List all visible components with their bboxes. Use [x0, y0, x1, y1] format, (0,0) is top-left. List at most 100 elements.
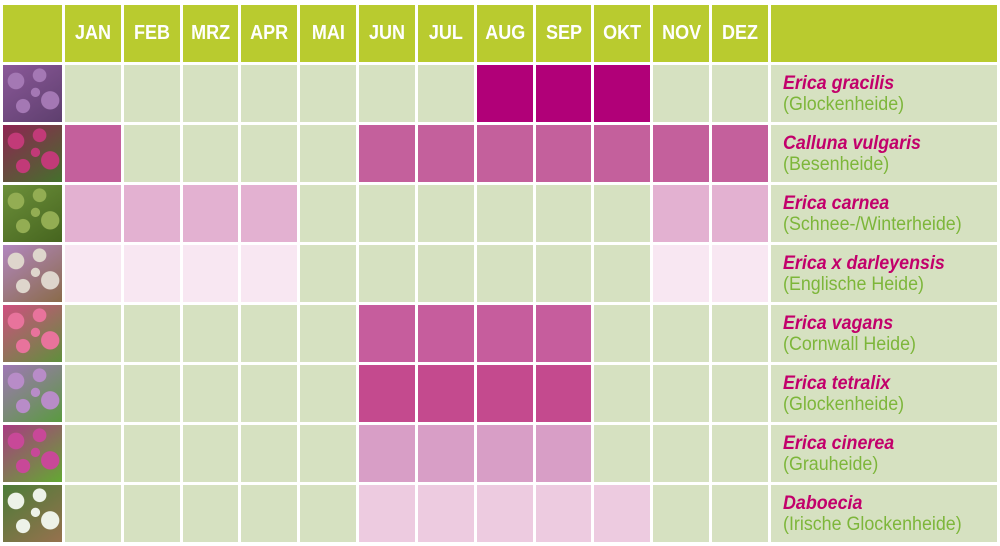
- species-name: Erica cinerea: [782, 432, 895, 454]
- bloom-cell-erica-x-darleyensis-feb: [123, 245, 180, 302]
- bloom-cell-calluna-vulgaris-aug: [476, 125, 533, 182]
- bloom-cell-erica-tetralix-mai: [300, 365, 357, 422]
- bloom-cell-erica-vagans-sep: [535, 305, 592, 362]
- photo-erica-carnea-green-foliage-photo: [3, 185, 62, 242]
- bloom-cell-erica-gracilis-jul: [417, 65, 474, 122]
- bloom-cell-erica-x-darleyensis-jan: [65, 245, 121, 302]
- common-name: (Schnee-/Winterheide): [782, 213, 962, 235]
- bloom-cell-calluna-vulgaris-sep: [535, 125, 592, 182]
- bloom-cell-erica-cinerea-mrz: [182, 425, 239, 482]
- common-name: (Cornwall Heide): [782, 333, 916, 355]
- month-header-jul: JUL: [417, 5, 474, 62]
- photo-erica-gracilis-purple-heather-spikes-photo: [3, 65, 62, 122]
- bloom-cell-erica-vagans-jan: [65, 305, 121, 362]
- bloom-cell-daboecia-okt: [594, 485, 651, 542]
- bloom-cell-erica-carnea-mai: [300, 185, 357, 242]
- bloom-cell-erica-cinerea-okt: [594, 425, 651, 482]
- bloom-cell-daboecia-dez: [712, 485, 768, 542]
- bloom-cell-erica-tetralix-jun: [359, 365, 415, 422]
- month-header-label: SEP: [545, 22, 582, 44]
- bloom-cell-calluna-vulgaris-jul: [417, 125, 474, 182]
- photo-erica-x-darleyensis-white-purple-heather-photo: [3, 245, 62, 302]
- bloom-cell-daboecia-jul: [417, 485, 474, 542]
- month-header-apr: APR: [241, 5, 298, 62]
- species-name: Erica gracilis: [782, 72, 895, 94]
- bloom-cell-erica-gracilis-dez: [712, 65, 768, 122]
- bloom-cell-erica-vagans-mai: [300, 305, 357, 362]
- month-header-label: MRZ: [191, 22, 231, 44]
- month-header-label: APR: [250, 22, 289, 44]
- common-name: (Englische Heide): [782, 273, 924, 295]
- bloom-cell-calluna-vulgaris-feb: [123, 125, 180, 182]
- bloom-cell-erica-x-darleyensis-okt: [594, 245, 651, 302]
- bloom-cell-erica-tetralix-nov: [653, 365, 710, 422]
- month-header-label: JUN: [369, 22, 406, 44]
- bloom-cell-erica-vagans-nov: [653, 305, 710, 362]
- species-label-erica-cinerea: Erica cinerea (Grauheide): [770, 425, 997, 482]
- month-header-dez: DEZ: [712, 5, 768, 62]
- bloom-cell-daboecia-apr: [241, 485, 298, 542]
- bloom-cell-daboecia-jun: [359, 485, 415, 542]
- species-name: Calluna vulgaris: [782, 132, 921, 154]
- bloom-cell-erica-gracilis-nov: [653, 65, 710, 122]
- species-label-erica-gracilis: Erica gracilis (Glockenheide): [770, 65, 997, 122]
- bloom-cell-erica-gracilis-feb: [123, 65, 180, 122]
- header-species-cell: [770, 5, 997, 62]
- month-header-label: JUL: [428, 22, 463, 44]
- bloom-cell-erica-tetralix-okt: [594, 365, 651, 422]
- species-label-erica-carnea: Erica carnea (Schnee-/Winterheide): [770, 185, 997, 242]
- species-label-erica-tetralix: Erica tetralix (Glockenheide): [770, 365, 997, 422]
- species-label-erica-vagans: Erica vagans (Cornwall Heide): [770, 305, 997, 362]
- bloom-cell-erica-gracilis-apr: [241, 65, 298, 122]
- bloom-cell-calluna-vulgaris-jun: [359, 125, 415, 182]
- bloom-cell-daboecia-aug: [476, 485, 533, 542]
- month-header-label: NOV: [661, 22, 701, 44]
- photo-calluna-vulgaris-magenta-heather-photo: [3, 125, 62, 182]
- bloom-cell-erica-cinerea-aug: [476, 425, 533, 482]
- bloom-cell-erica-tetralix-feb: [123, 365, 180, 422]
- bloom-cell-erica-vagans-okt: [594, 305, 651, 362]
- bloom-cell-erica-carnea-jul: [417, 185, 474, 242]
- bloom-cell-erica-gracilis-sep: [535, 65, 592, 122]
- species-name: Daboecia: [782, 492, 863, 514]
- bloom-cell-erica-tetralix-sep: [535, 365, 592, 422]
- month-header-feb: FEB: [123, 5, 180, 62]
- bloom-cell-calluna-vulgaris-jan: [65, 125, 121, 182]
- month-header-jan: JAN: [65, 5, 121, 62]
- bloom-cell-erica-cinerea-apr: [241, 425, 298, 482]
- bloom-cell-erica-vagans-jul: [417, 305, 474, 362]
- bloom-cell-erica-tetralix-apr: [241, 365, 298, 422]
- bloom-cell-erica-carnea-dez: [712, 185, 768, 242]
- bloom-cell-calluna-vulgaris-mrz: [182, 125, 239, 182]
- common-name: (Glockenheide): [782, 393, 905, 415]
- bloom-cell-calluna-vulgaris-apr: [241, 125, 298, 182]
- species-label-daboecia: Daboecia (Irische Glockenheide): [770, 485, 997, 542]
- bloom-cell-daboecia-nov: [653, 485, 710, 542]
- bloom-cell-erica-cinerea-mai: [300, 425, 357, 482]
- common-name: (Irische Glockenheide): [782, 513, 962, 535]
- bloom-cell-erica-vagans-mrz: [182, 305, 239, 362]
- header-corner-cell: [3, 5, 62, 62]
- bloom-cell-erica-gracilis-okt: [594, 65, 651, 122]
- bloom-cell-erica-x-darleyensis-nov: [653, 245, 710, 302]
- month-header-mai: MAI: [300, 5, 357, 62]
- species-label-erica-x-darleyensis: Erica x darleyensis (Englische Heide): [770, 245, 997, 302]
- bloom-cell-calluna-vulgaris-dez: [712, 125, 768, 182]
- month-header-label: FEB: [133, 22, 170, 44]
- common-name: (Glockenheide): [782, 93, 905, 115]
- bloom-cell-erica-x-darleyensis-aug: [476, 245, 533, 302]
- bloom-cell-daboecia-mrz: [182, 485, 239, 542]
- month-header-okt: OKT: [594, 5, 651, 62]
- month-header-jun: JUN: [359, 5, 415, 62]
- bloom-cell-daboecia-feb: [123, 485, 180, 542]
- bloom-cell-erica-cinerea-feb: [123, 425, 180, 482]
- common-name: (Grauheide): [782, 453, 879, 475]
- bloom-cell-calluna-vulgaris-mai: [300, 125, 357, 182]
- bloom-cell-erica-x-darleyensis-mai: [300, 245, 357, 302]
- bloom-cell-daboecia-mai: [300, 485, 357, 542]
- photo-erica-cinerea-magenta-green-heather-photo: [3, 425, 62, 482]
- bloom-cell-erica-tetralix-mrz: [182, 365, 239, 422]
- bloom-cell-calluna-vulgaris-okt: [594, 125, 651, 182]
- species-name: Erica vagans: [782, 312, 894, 334]
- bloom-cell-erica-vagans-feb: [123, 305, 180, 362]
